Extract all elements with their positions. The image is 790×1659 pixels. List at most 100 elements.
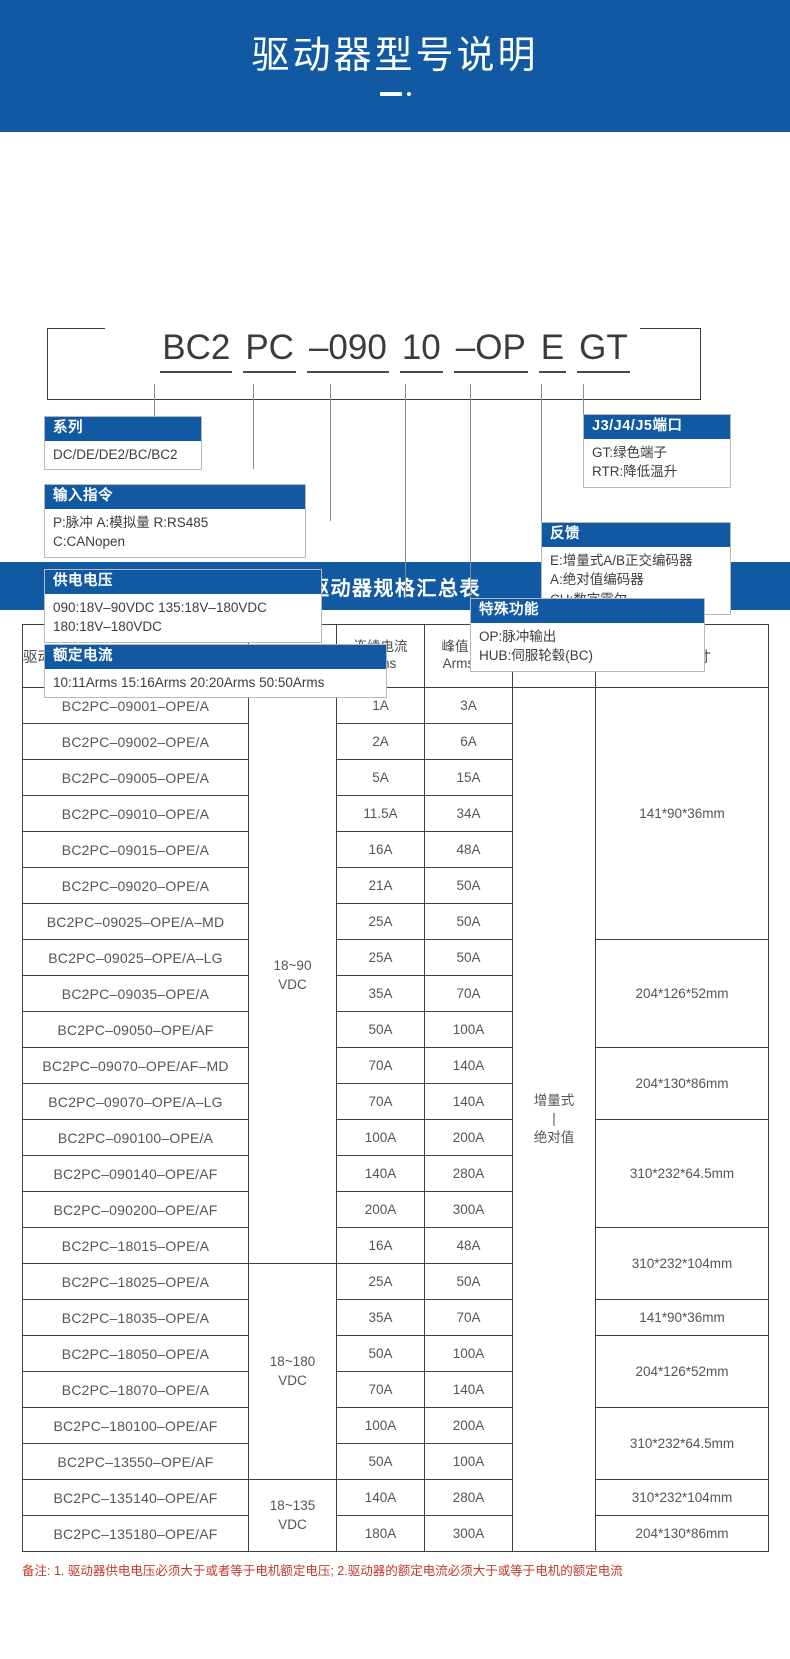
table-row: BC2PC–135140–OPE/AF 18~135 VDC 140A 280A 310*… [22, 1479, 769, 1552]
cell-dimensions: 310*232*64.5mm [595, 1119, 769, 1228]
cell-model: BC2PC–09025–OPE/A–LG [22, 939, 249, 976]
cell-peak-current: 50A [424, 903, 513, 940]
callout-special-function-title: 特殊功能 [471, 599, 704, 623]
table-footnote-text: 备注: 1. 驱动器供电电压必须大于或者等于电机额定电压; 2.驱动器的额定电流… [22, 1564, 623, 1578]
cell-dimensions: 204*126*52mm [595, 939, 769, 1048]
table-row: BC2PC–135180–OPE/AF 180A 300A 204*130*86mm [22, 1515, 769, 1552]
table-row: BC2PC–090140–OPE/AF 140A 280A [22, 1155, 769, 1192]
callout-rated-current: 额定电流 10:11Arms 15:16Arms 20:20Arms 50:50… [44, 644, 387, 699]
table-row: BC2PC–09005–OPE/A 5A 15A [22, 759, 769, 796]
model-segment-feedback: E [538, 329, 567, 373]
callout-series-line-1: DC/DE/DE2/BC/BC2 [53, 446, 178, 462]
callout-series-title: 系列 [45, 417, 201, 441]
cell-model: BC2PC–18025–OPE/A [22, 1263, 249, 1300]
cell-peak-current: 100A [424, 1443, 513, 1480]
cell-peak-current: 50A [424, 1263, 513, 1300]
model-bracket-gap [105, 322, 640, 335]
callout-input-command-line-2: C:CANopen [53, 534, 126, 550]
callout-supply-voltage-line-1: 090:18V–90VDC 135:18V–180VDC [53, 599, 267, 615]
cell-model: BC2PC–09005–OPE/A [22, 759, 249, 796]
cell-continuous-current: 200A [336, 1191, 425, 1228]
cell-dimensions: 310*232*104mm [595, 1227, 769, 1300]
cell-continuous-current: 25A [336, 939, 425, 976]
cell-model: BC2PC–09050–OPE/AF [22, 1011, 249, 1048]
cell-continuous-current: 11.5A [336, 795, 425, 832]
model-number-diagram: BC2 PC –090 10 –OP E GT 系列 DC/DE/DE2/BC/… [0, 132, 790, 699]
cell-peak-current: 100A [424, 1335, 513, 1372]
leader-line-series [154, 384, 156, 426]
leader-line-voltage [330, 384, 332, 521]
cell-model: BC2PC–18015–OPE/A [22, 1227, 249, 1264]
cell-supply-voltage-unit: VDC [278, 1516, 307, 1532]
cell-dimensions: 141*90*36mm [595, 687, 769, 940]
spec-table-body: BC2PC–09001–OPE/A 18~90 VDC 1A 3A 增量式 | 绝对值 141*… [22, 687, 769, 1552]
cell-continuous-current: 5A [336, 759, 425, 796]
table-row: BC2PC–09050–OPE/AF 50A 100A [22, 1011, 769, 1048]
table-row: BC2PC–09020–OPE/A 21A 50A [22, 867, 769, 904]
cell-feedback-type: 增量式 | 绝对值 [512, 687, 596, 1552]
table-row: BC2PC–18035–OPE/A 35A 70A 141*90*36mm [22, 1299, 769, 1336]
cell-dimensions: 310*232*64.5mm [595, 1407, 769, 1480]
table-row: BC2PC–18015–OPE/A 16A 48A 310*232*104mm [22, 1227, 769, 1300]
cell-dimensions: 310*232*104mm [595, 1479, 769, 1516]
model-segment-special: –OP [453, 329, 528, 373]
table-row: BC2PC–09070–OPE/AF–MD 70A 140A 204*130*86mm [22, 1047, 769, 1120]
cell-peak-current: 48A [424, 831, 513, 868]
cell-peak-current: 34A [424, 795, 513, 832]
cell-supply-voltage-unit: VDC [278, 1372, 307, 1388]
cell-peak-current: 140A [424, 1083, 513, 1120]
cell-supply-voltage: 18~180 VDC [248, 1263, 337, 1480]
cell-model: BC2PC–135180–OPE/AF [22, 1515, 249, 1552]
cell-continuous-current: 50A [336, 1335, 425, 1372]
spec-table-wrapper: 驱动器型号 供电电压 连续电流 Arms 峰值电流 Arms 6S 反馈类型 外… [0, 610, 790, 1552]
table-row: BC2PC–09025–OPE/A–LG 25A 50A 204*126*52mm [22, 939, 769, 1048]
cell-model: BC2PC–18035–OPE/A [22, 1299, 249, 1336]
cell-continuous-current: 70A [336, 1047, 425, 1084]
callout-series-body: DC/DE/DE2/BC/BC2 [45, 441, 201, 470]
callout-feedback-line-2: A:绝对值编码器 [550, 572, 644, 588]
leader-line-special [470, 384, 472, 599]
cell-peak-current: 100A [424, 1011, 513, 1048]
callout-input-command-title: 输入指令 [45, 485, 305, 509]
callout-special-function: 特殊功能 OP:脉冲输出 HUB:伺服轮毂(BC) [470, 598, 705, 672]
callout-supply-voltage-line-2: 180:18V–180VDC [53, 619, 162, 635]
cell-continuous-current: 35A [336, 975, 425, 1012]
cell-peak-current: 70A [424, 975, 513, 1012]
title-decoration [379, 91, 411, 96]
table-row: BC2PC–09025–OPE/A–MD 25A 50A [22, 903, 769, 940]
table-row: BC2PC–18025–OPE/A 18~180 VDC 25A 50A [22, 1263, 769, 1480]
cell-model: BC2PC–18070–OPE/A [22, 1371, 249, 1408]
table-row: BC2PC–13550–OPE/AF 50A 100A [22, 1443, 769, 1480]
model-segment-port: GT [577, 329, 630, 373]
cell-continuous-current: 25A [336, 903, 425, 940]
callout-rated-current-body: 10:11Arms 15:16Arms 20:20Arms 50:50Arms [45, 669, 386, 698]
cell-peak-current: 280A [424, 1155, 513, 1192]
cell-dimensions: 204*130*86mm [595, 1047, 769, 1120]
cell-supply-voltage: 18~135 VDC [248, 1479, 337, 1552]
cell-peak-current: 200A [424, 1119, 513, 1156]
callout-supply-voltage-body: 090:18V–90VDC 135:18V–180VDC 180:18V–180… [45, 594, 321, 642]
callout-j3-j4-j5-port-body: GT:绿色端子 RTR:降低温升 [584, 439, 730, 487]
cell-continuous-current: 70A [336, 1371, 425, 1408]
cell-supply-voltage-unit: VDC [278, 976, 307, 992]
cell-dimensions: 204*130*86mm [595, 1515, 769, 1552]
callout-supply-voltage: 供电电压 090:18V–90VDC 135:18V–180VDC 180:18… [44, 569, 322, 643]
cell-supply-voltage-range: 18~135 [269, 1498, 316, 1514]
cell-dimensions: 141*90*36mm [595, 1299, 769, 1336]
cell-peak-current: 140A [424, 1371, 513, 1408]
callout-feedback-line-1: E:增量式A/B正交编码器 [550, 552, 693, 568]
table-row: BC2PC–09001–OPE/A 18~90 VDC 1A 3A 增量式 | 绝对值 141*… [22, 687, 769, 1552]
cell-continuous-current: 50A [336, 1011, 425, 1048]
cell-peak-current: 3A [424, 687, 513, 724]
callout-input-command-body: P:脉冲 A:模拟量 R:RS485 C:CANopen [45, 509, 305, 557]
cell-model: BC2PC–09020–OPE/A [22, 867, 249, 904]
callout-j3-j4-j5-port-line-2: RTR:降低温升 [592, 464, 678, 480]
leader-line-input [253, 384, 255, 469]
cell-supply-voltage-range: 18~90 [273, 958, 312, 974]
cell-peak-current: 50A [424, 939, 513, 976]
cell-peak-current: 70A [424, 1299, 513, 1336]
callout-supply-voltage-title: 供电电压 [45, 570, 321, 594]
cell-model: BC2PC–090200–OPE/AF [22, 1191, 249, 1228]
table-row: BC2PC–09070–OPE/A–LG 70A 140A [22, 1083, 769, 1120]
table-row: BC2PC–09015–OPE/A 16A 48A [22, 831, 769, 868]
